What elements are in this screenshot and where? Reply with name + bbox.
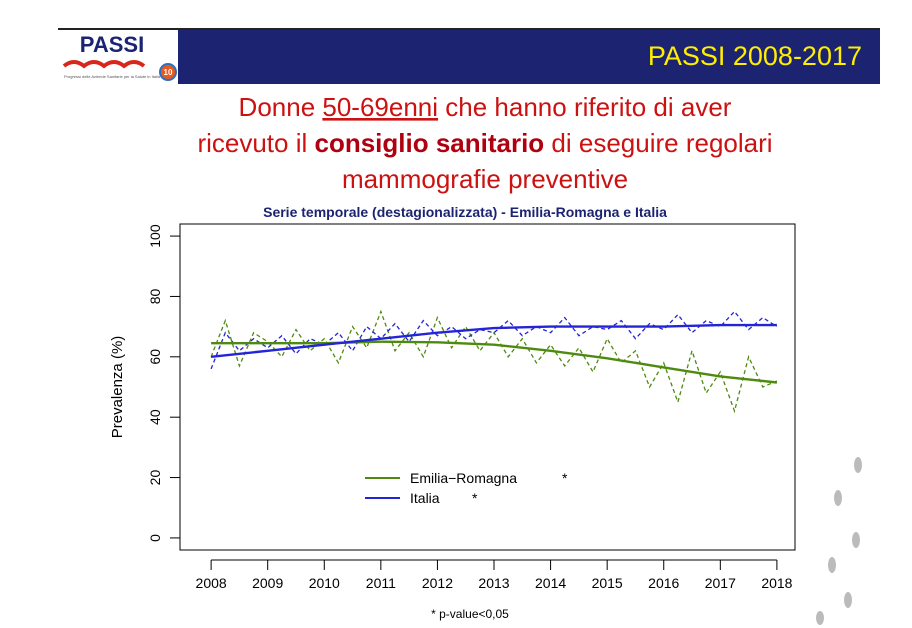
y-tick-label: 80	[147, 288, 163, 304]
legend-label: Emilia−Romagna	[410, 470, 517, 486]
title-line: mammografie preventive	[342, 164, 628, 194]
header-title: PASSI 2008-2017	[648, 41, 862, 71]
y-axis-label: Prevalenza (%)	[109, 336, 126, 439]
x-tick-label: 2013	[478, 575, 509, 591]
footnote: * p-value<0,05	[431, 607, 509, 621]
x-tick-label: 2018	[761, 575, 792, 591]
legend-label: Italia	[410, 490, 440, 506]
title-line: Donne 50-69enni che hanno riferito di av…	[239, 92, 732, 122]
y-tick-label: 20	[147, 470, 163, 486]
x-tick-label: 2009	[252, 575, 283, 591]
x-tick-label: 2008	[196, 575, 227, 591]
footprint	[852, 532, 860, 548]
x-tick-label: 2010	[309, 575, 340, 591]
x-tick-label: 2012	[422, 575, 453, 591]
x-tick-label: 2017	[705, 575, 736, 591]
x-tick-label: 2015	[592, 575, 623, 591]
footprint	[816, 611, 824, 625]
y-tick-label: 40	[147, 409, 163, 425]
y-tick-label: 100	[147, 224, 163, 248]
footprint	[854, 457, 862, 473]
title-part: ricevuto il	[197, 128, 314, 158]
logo: PASSI	[80, 32, 144, 57]
header-rule	[58, 28, 880, 30]
chart-title: Serie temporale (destagionalizzata) - Em…	[263, 204, 667, 220]
title-line: ricevuto il consiglio sanitario di esegu…	[197, 128, 772, 158]
title-underline: 50-69enni	[322, 92, 438, 122]
title-bold: consiglio sanitario	[314, 128, 544, 158]
footprint	[844, 592, 852, 608]
y-tick-label: 60	[147, 349, 163, 365]
footprint	[828, 557, 836, 573]
slide: PASSI Progressi delle Aziende Sanitarie …	[0, 0, 912, 628]
title-part: che hanno riferito di aver	[438, 92, 732, 122]
logo-caption: Progressi delle Aziende Sanitarie per la…	[64, 74, 161, 79]
x-tick-label: 2016	[648, 575, 679, 591]
x-tick-label: 2014	[535, 575, 566, 591]
title-part: di eseguire regolari	[544, 128, 772, 158]
badge-text: 10	[164, 68, 173, 77]
y-tick-label: 0	[147, 534, 163, 542]
legend-note: *	[472, 490, 478, 506]
title-part: Donne	[239, 92, 323, 122]
x-tick-label: 2011	[366, 575, 396, 591]
footprint	[834, 490, 842, 506]
legend-note: *	[562, 470, 568, 486]
